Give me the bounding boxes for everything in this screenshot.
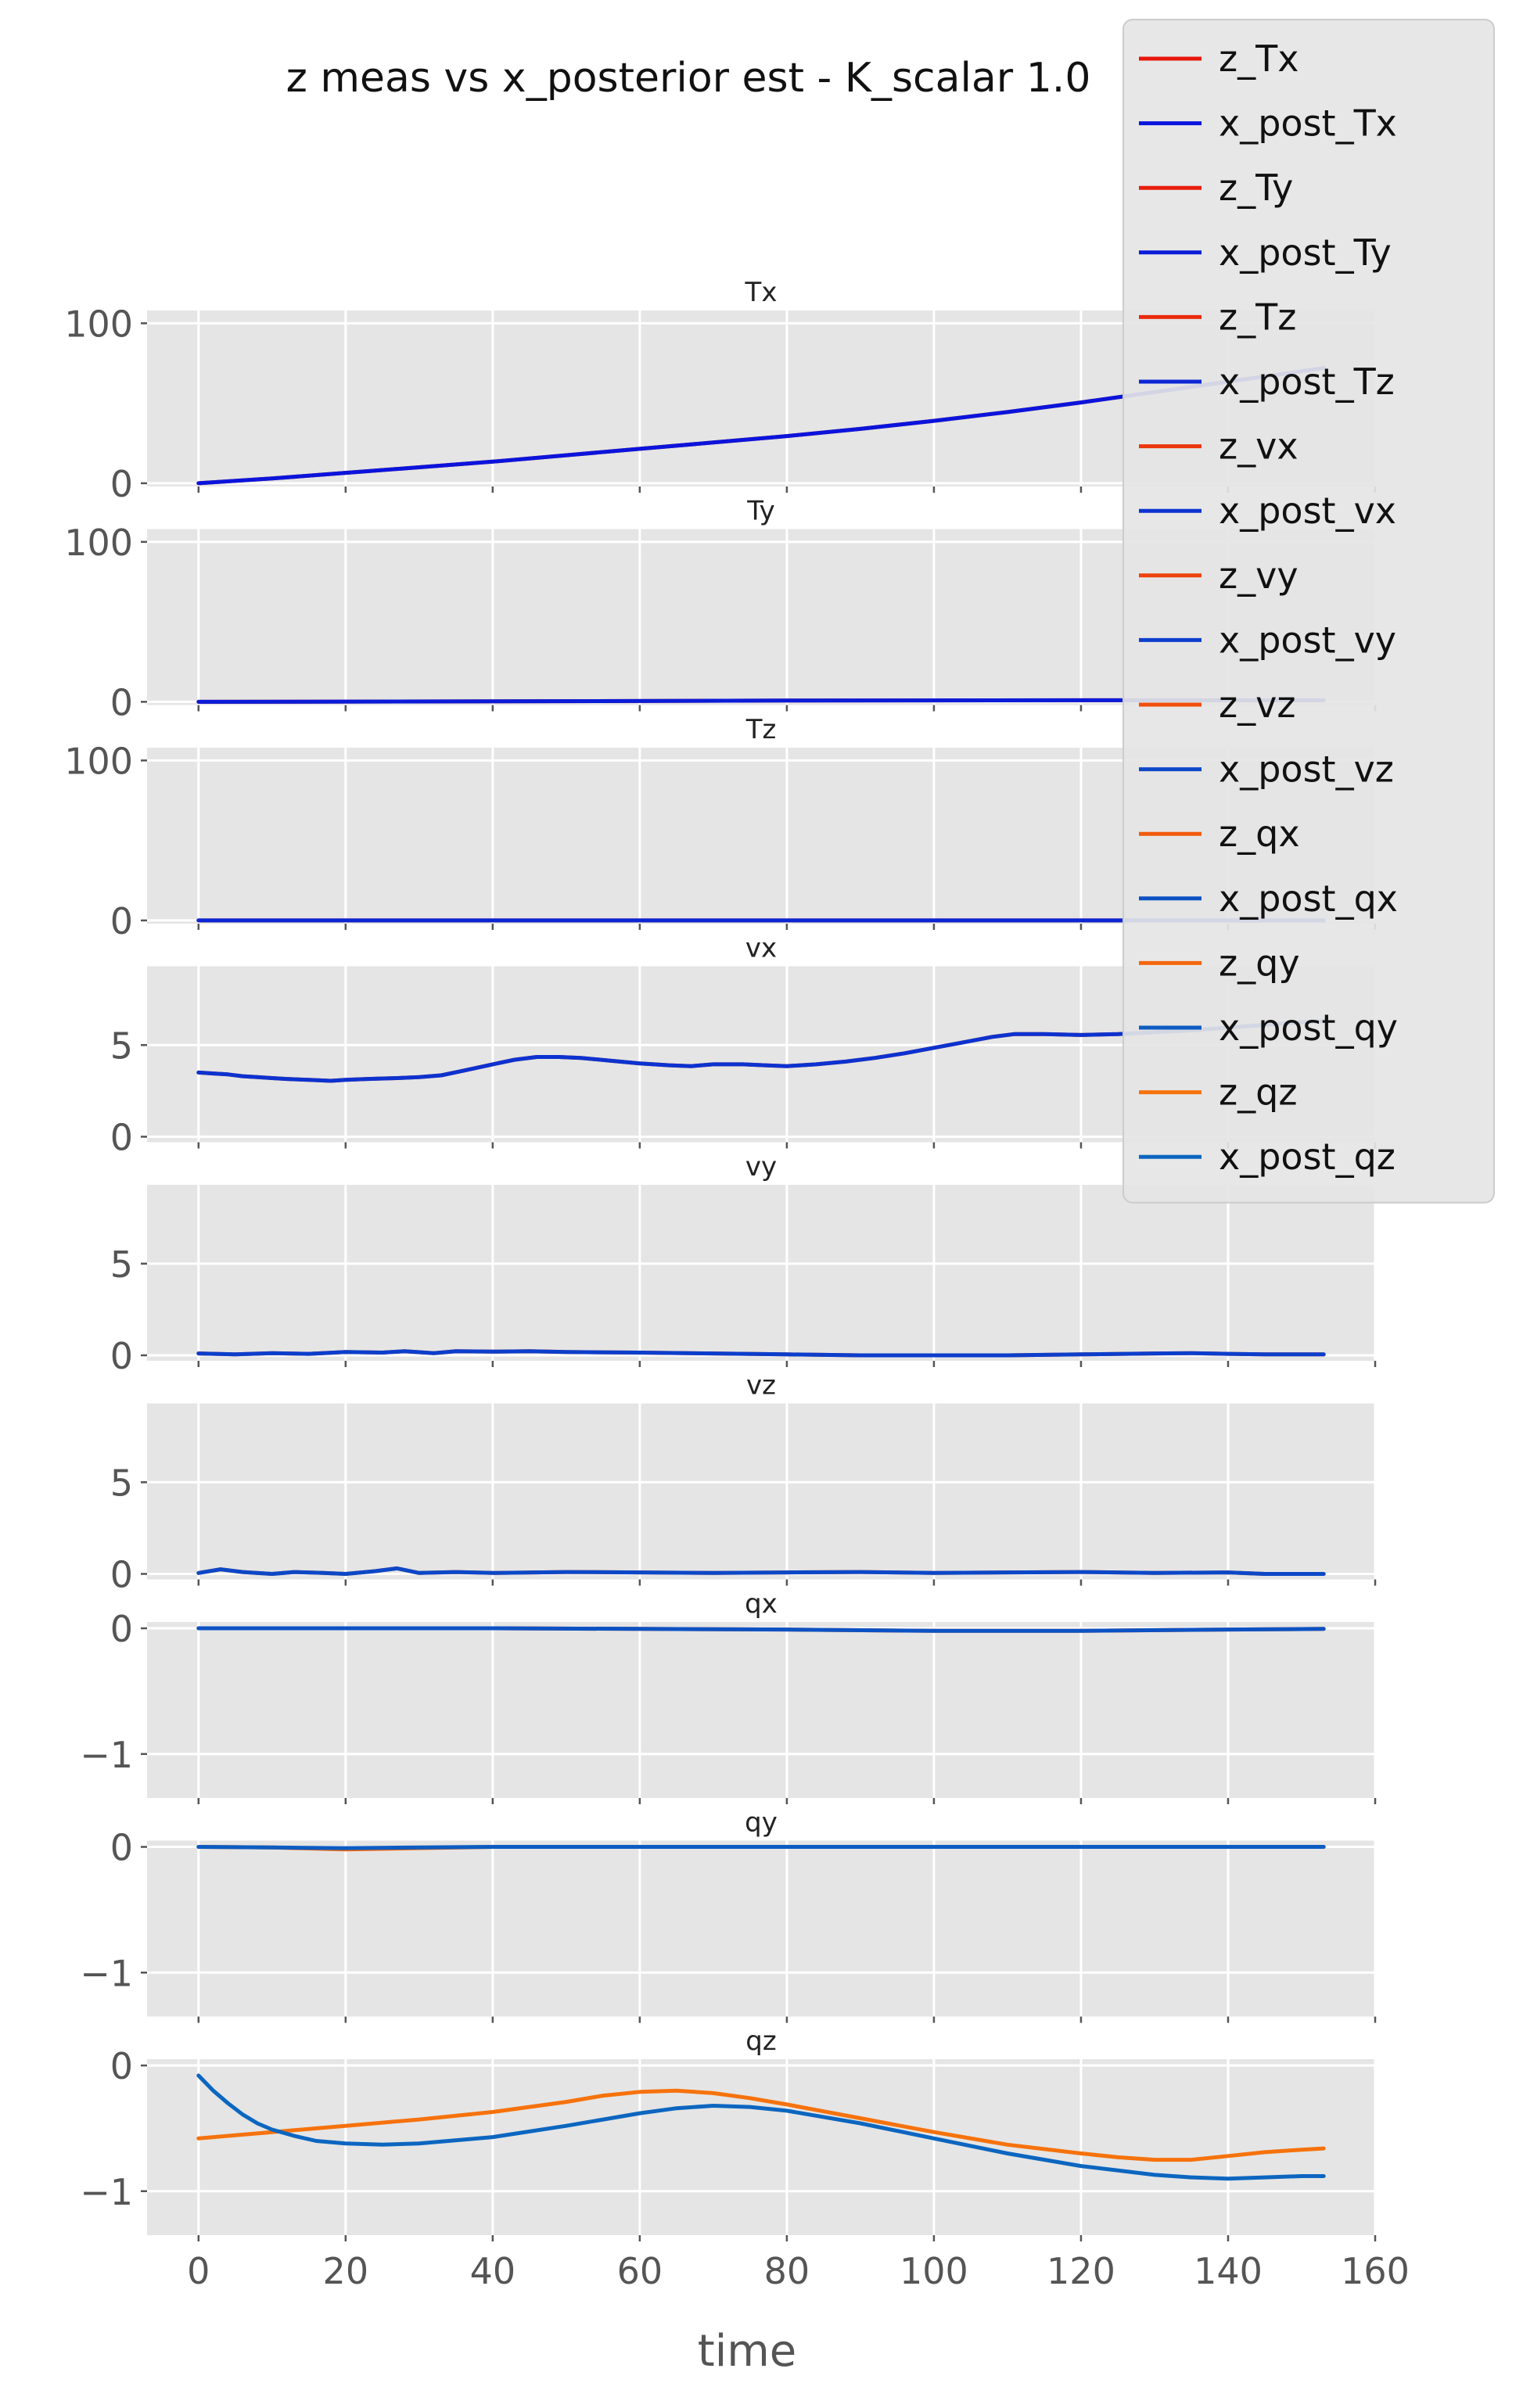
legend: z_Tx x_post_Tx z_Ty x_post_Ty z_Tz x_post_Tzz… [1122, 19, 1495, 1204]
legend-label-x_post_vx: x_post_vx [1219, 490, 1396, 532]
x-tick-label: 100 [900, 2250, 968, 2292]
x-tick-label: 80 [764, 2250, 810, 2292]
series-line-z_qz [196, 2088, 1326, 2162]
legend-label-z_vy: z_vy [1219, 554, 1299, 597]
y-tick-label: 0 [110, 1827, 133, 1869]
y-tick-label: 0 [110, 2045, 133, 2087]
legend-label-x_post_Tx: x_post_Tx [1219, 102, 1397, 145]
subplot-qx: 0 −1 qx [80, 1588, 1377, 1804]
y-tick-label: 0 [110, 1608, 133, 1650]
subplot-qy: 0 −1 qy [80, 1807, 1377, 2023]
y-tick-label: 0 [110, 1116, 133, 1158]
x-tick-label: 120 [1047, 2250, 1115, 2292]
subplot-title: vx [745, 933, 777, 964]
series-line-x_post_qy [196, 1845, 1326, 1850]
series-line-x_post_vx [196, 1019, 1326, 1083]
legend-label-z_vz: z_vz [1219, 684, 1296, 726]
series-line-x_post_vz [196, 1566, 1326, 1576]
legend-box [1122, 19, 1495, 1204]
legend-label-z_qx: z_qx [1219, 813, 1300, 855]
y-tick-label: 5 [110, 1243, 133, 1286]
y-tick-label: −1 [80, 1952, 133, 1994]
legend-label-z_Tx: z_Tx [1219, 38, 1299, 80]
subplot-title: Ty [746, 496, 775, 527]
y-tick-label: 5 [110, 1462, 133, 1504]
y-tick-label: 0 [110, 1335, 133, 1377]
x-tick-label: 60 [617, 2250, 663, 2292]
y-tick-label: 5 [110, 1025, 133, 1067]
x-tick-label: 20 [323, 2250, 369, 2292]
legend-label-x_post_Ty: x_post_Ty [1219, 231, 1392, 274]
y-tick-label: 100 [64, 522, 133, 564]
plot-area [147, 1622, 1375, 1798]
figure-title: z meas vs x_posterior est - K_scalar 1.0 [286, 55, 1091, 102]
y-tick-label: 0 [110, 463, 133, 505]
subplot-vz: 0 5 vz [110, 1370, 1377, 1595]
y-tick-label: 0 [110, 681, 133, 723]
subplot-qz: 0 −1 qz 0 20 40 60 80 100 120 140 160 [80, 2026, 1410, 2292]
legend-label-z_qy: z_qy [1219, 942, 1300, 984]
x-tick-label: 140 [1194, 2250, 1263, 2292]
legend-label-x_post_Tz: x_post_Tz [1219, 361, 1395, 403]
subplot-title: qx [745, 1588, 778, 1620]
subplot-title: vz [746, 1370, 776, 1401]
y-tick-label: −1 [80, 1734, 133, 1776]
subplot-title: vy [745, 1151, 777, 1182]
legend-label-x_post_qx: x_post_qx [1219, 877, 1398, 920]
y-tick-label: 100 [64, 740, 133, 782]
legend-label-z_vx: z_vx [1219, 425, 1299, 468]
series-line-x_post_qz [196, 2073, 1326, 2181]
plot-area [147, 1840, 1375, 2017]
legend-label-x_post_vy: x_post_vy [1219, 619, 1396, 661]
x-tick-label: 0 [187, 2250, 210, 2292]
y-tick-label: 0 [110, 900, 133, 942]
x-tick-label: 160 [1341, 2250, 1410, 2292]
series-line-x_post_qx [196, 1626, 1326, 1633]
legend-label-x_post_qz: x_post_qz [1219, 1136, 1395, 1178]
plot-area [147, 1403, 1375, 1580]
y-tick-label: −1 [80, 2171, 133, 2213]
subplot-title: Tx [745, 277, 778, 308]
legend-label-x_post_vz: x_post_vz [1219, 748, 1394, 791]
x-tick-label: 40 [470, 2250, 516, 2292]
legend-label-z_Ty: z_Ty [1219, 167, 1293, 209]
y-tick-label: 0 [110, 1553, 133, 1595]
legend-label-z_qz: z_qz [1219, 1071, 1298, 1114]
series-line-x_post_vy [196, 1349, 1326, 1358]
legend-label-x_post_qy: x_post_qy [1219, 1007, 1398, 1049]
subplot-title: qy [745, 1807, 778, 1839]
plot-area [147, 2059, 1375, 2235]
y-tick-label: 100 [64, 303, 133, 345]
plot-area [147, 1185, 1375, 1361]
legend-label-z_Tz: z_Tz [1219, 296, 1296, 338]
subplot-title: qz [745, 2026, 776, 2057]
subplot-title: Tz [745, 714, 777, 745]
x-axis-label: time [698, 2326, 797, 2377]
subplot-vy: 0 5 vy [110, 1151, 1377, 1377]
